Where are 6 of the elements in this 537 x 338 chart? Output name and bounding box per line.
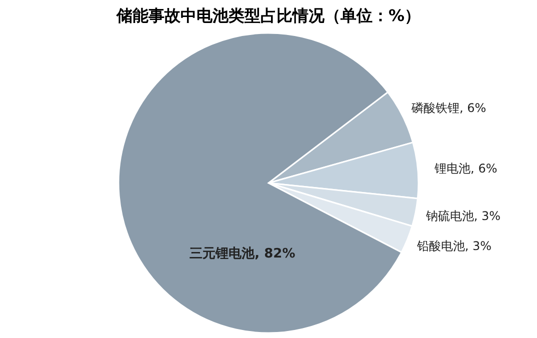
slice-label: 三元锂电池, 82%	[190, 246, 296, 262]
slice-label: 铅酸电池, 3%	[416, 239, 492, 254]
slice-label: 钠硫电池, 3%	[424, 208, 501, 223]
chart-title: 储能事故中电池类型占比情况（单位：%）	[115, 6, 421, 25]
slice-label: 锂电池, 6%	[434, 162, 498, 176]
slice-label: 磷酸铁锂, 6%	[410, 101, 486, 116]
